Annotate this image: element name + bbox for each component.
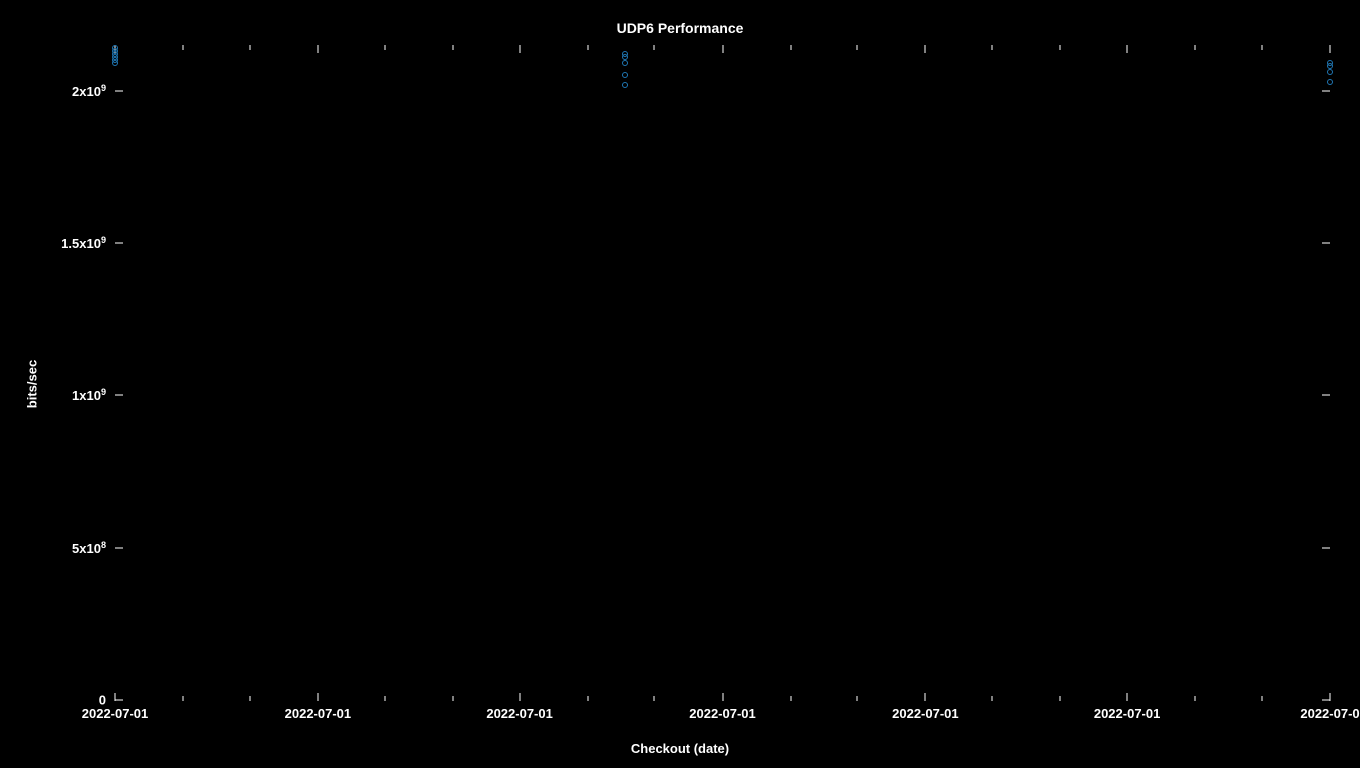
x-minor-tick xyxy=(790,696,791,701)
x-minor-tick xyxy=(1261,696,1262,701)
x-minor-tick xyxy=(452,696,453,701)
x-tick-mark xyxy=(115,693,116,701)
x-tick-mark xyxy=(1330,693,1331,701)
x-minor-tick xyxy=(654,45,655,50)
x-tick-mark xyxy=(1330,45,1331,53)
x-tick-label: 2022-07-01 xyxy=(1094,706,1161,721)
y-axis-label: bits/sec xyxy=(25,360,40,408)
x-tick-label: 2022-07-01 xyxy=(285,706,352,721)
x-tick-label: 2022-07-01 xyxy=(486,706,553,721)
y-tick-mark xyxy=(1322,395,1330,396)
x-minor-tick xyxy=(384,696,385,701)
x-minor-tick xyxy=(992,45,993,50)
y-tick-mark xyxy=(1322,243,1330,244)
x-minor-tick xyxy=(452,45,453,50)
x-axis-label: Checkout (date) xyxy=(631,741,729,756)
x-tick-mark xyxy=(722,45,723,53)
data-point xyxy=(1327,79,1333,85)
x-tick-mark xyxy=(925,693,926,701)
chart-title: UDP6 Performance xyxy=(617,20,744,36)
x-tick-mark xyxy=(925,45,926,53)
y-tick-label: 5x108 xyxy=(72,540,106,556)
x-minor-tick xyxy=(587,696,588,701)
y-tick-label: 2x109 xyxy=(72,83,106,99)
chart-container: UDP6 Performance bits/sec Checkout (date… xyxy=(0,0,1360,768)
data-point xyxy=(112,60,118,66)
x-minor-tick xyxy=(857,696,858,701)
x-minor-tick xyxy=(857,45,858,50)
x-minor-tick xyxy=(384,45,385,50)
x-tick-mark xyxy=(1127,693,1128,701)
y-tick-label: 1x109 xyxy=(72,387,106,403)
x-minor-tick xyxy=(183,696,184,701)
x-minor-tick xyxy=(1060,696,1061,701)
x-tick-label: 2022-07-01 xyxy=(892,706,959,721)
x-minor-tick xyxy=(1060,45,1061,50)
x-minor-tick xyxy=(992,696,993,701)
x-minor-tick xyxy=(1195,45,1196,50)
data-point xyxy=(622,60,628,66)
x-minor-tick xyxy=(249,696,250,701)
x-tick-label: 2022-07-01 xyxy=(82,706,149,721)
x-tick-label: 2022-07-01 xyxy=(689,706,756,721)
data-point xyxy=(622,82,628,88)
x-minor-tick xyxy=(249,45,250,50)
data-point xyxy=(1327,69,1333,75)
y-tick-label: 1.5x109 xyxy=(61,235,106,251)
x-tick-mark xyxy=(519,693,520,701)
x-tick-mark xyxy=(519,45,520,53)
y-tick-mark xyxy=(1322,90,1330,91)
x-tick-label: 2022-07-0 xyxy=(1300,706,1359,721)
x-minor-tick xyxy=(1195,696,1196,701)
x-minor-tick xyxy=(790,45,791,50)
x-tick-mark xyxy=(722,693,723,701)
y-tick-mark xyxy=(1322,547,1330,548)
y-tick-mark xyxy=(115,395,123,396)
data-point xyxy=(112,45,118,51)
data-point xyxy=(1327,60,1333,66)
x-minor-tick xyxy=(1261,45,1262,50)
x-minor-tick xyxy=(654,696,655,701)
x-tick-mark xyxy=(317,693,318,701)
data-point xyxy=(622,72,628,78)
plot-area xyxy=(115,45,1330,700)
y-tick-mark xyxy=(115,243,123,244)
x-minor-tick xyxy=(183,45,184,50)
data-point xyxy=(622,51,628,57)
x-tick-mark xyxy=(317,45,318,53)
x-tick-mark xyxy=(1127,45,1128,53)
x-minor-tick xyxy=(587,45,588,50)
y-tick-mark xyxy=(115,700,123,701)
y-tick-mark xyxy=(115,547,123,548)
y-tick-mark xyxy=(115,90,123,91)
